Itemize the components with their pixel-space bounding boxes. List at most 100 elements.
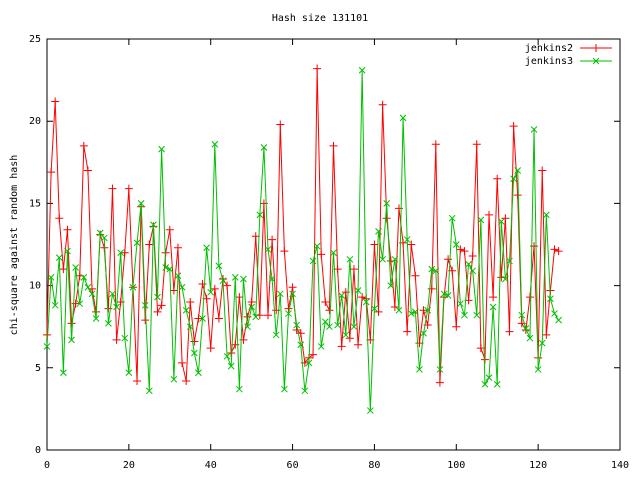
point bbox=[84, 283, 92, 291]
point bbox=[248, 303, 255, 311]
point bbox=[206, 344, 215, 353]
point bbox=[297, 341, 305, 349]
point bbox=[293, 321, 301, 329]
point bbox=[186, 298, 195, 307]
point bbox=[264, 246, 272, 253]
point bbox=[403, 236, 411, 243]
point bbox=[88, 290, 96, 298]
point bbox=[366, 407, 374, 414]
point bbox=[125, 369, 133, 377]
point bbox=[199, 315, 206, 322]
point bbox=[76, 300, 84, 308]
point bbox=[468, 252, 477, 261]
point bbox=[190, 337, 199, 346]
point bbox=[505, 327, 514, 336]
point bbox=[510, 175, 517, 183]
chart-title: Hash size 131101 bbox=[272, 13, 368, 24]
point bbox=[506, 257, 513, 265]
point bbox=[210, 284, 219, 293]
point bbox=[489, 293, 498, 302]
point bbox=[326, 323, 333, 331]
point bbox=[329, 141, 338, 150]
point bbox=[542, 330, 551, 339]
point bbox=[72, 264, 80, 271]
point bbox=[195, 369, 202, 377]
point bbox=[129, 283, 137, 291]
point bbox=[182, 306, 190, 314]
point bbox=[375, 227, 382, 235]
point bbox=[289, 290, 296, 298]
point bbox=[113, 303, 120, 311]
point bbox=[354, 287, 362, 294]
point bbox=[60, 369, 67, 377]
point bbox=[83, 166, 92, 175]
point bbox=[551, 310, 558, 317]
point bbox=[382, 214, 391, 223]
point bbox=[280, 247, 289, 256]
point bbox=[358, 293, 367, 302]
point bbox=[530, 126, 538, 133]
point bbox=[452, 322, 461, 331]
point bbox=[178, 283, 186, 291]
point bbox=[211, 140, 219, 148]
point bbox=[534, 366, 542, 373]
point bbox=[457, 300, 464, 308]
point bbox=[153, 307, 162, 316]
point bbox=[407, 240, 416, 249]
point bbox=[416, 366, 423, 373]
point bbox=[145, 387, 153, 395]
point bbox=[55, 254, 63, 262]
point bbox=[473, 311, 481, 319]
point bbox=[403, 327, 412, 336]
point bbox=[338, 292, 346, 299]
point bbox=[247, 298, 256, 307]
point bbox=[480, 355, 489, 364]
point bbox=[223, 281, 232, 290]
point bbox=[55, 214, 64, 223]
point bbox=[260, 144, 268, 151]
point bbox=[374, 307, 383, 316]
y-tick-label: 25 bbox=[29, 34, 41, 45]
point bbox=[214, 314, 223, 323]
point bbox=[370, 240, 379, 249]
x-tick-label: 140 bbox=[611, 460, 629, 471]
point bbox=[394, 204, 403, 213]
point bbox=[165, 225, 174, 234]
point bbox=[243, 312, 252, 321]
point bbox=[395, 306, 403, 314]
point bbox=[251, 232, 260, 241]
point bbox=[317, 343, 325, 350]
y-axis-label: chi-square against random hash bbox=[9, 155, 20, 336]
point bbox=[444, 292, 452, 299]
point bbox=[305, 359, 313, 367]
point bbox=[198, 279, 207, 288]
point bbox=[124, 184, 133, 193]
point bbox=[419, 306, 428, 315]
point bbox=[497, 218, 505, 225]
point bbox=[133, 376, 142, 385]
x-tick-label: 80 bbox=[368, 460, 380, 471]
point bbox=[281, 385, 288, 393]
point bbox=[43, 343, 51, 350]
point bbox=[489, 303, 497, 311]
point bbox=[141, 301, 149, 309]
plot-border bbox=[46, 38, 621, 451]
point bbox=[67, 319, 76, 328]
series-line bbox=[46, 70, 560, 411]
point bbox=[412, 308, 419, 316]
point bbox=[337, 342, 346, 351]
point bbox=[538, 339, 546, 347]
point bbox=[362, 298, 370, 306]
point bbox=[145, 240, 154, 249]
point bbox=[427, 284, 436, 293]
point bbox=[96, 229, 104, 237]
x-tick-label: 100 bbox=[447, 460, 465, 471]
point bbox=[342, 331, 350, 339]
point bbox=[79, 141, 88, 150]
point bbox=[108, 184, 117, 193]
point bbox=[554, 247, 563, 256]
point bbox=[51, 97, 60, 106]
point bbox=[252, 313, 260, 321]
point bbox=[264, 311, 273, 320]
